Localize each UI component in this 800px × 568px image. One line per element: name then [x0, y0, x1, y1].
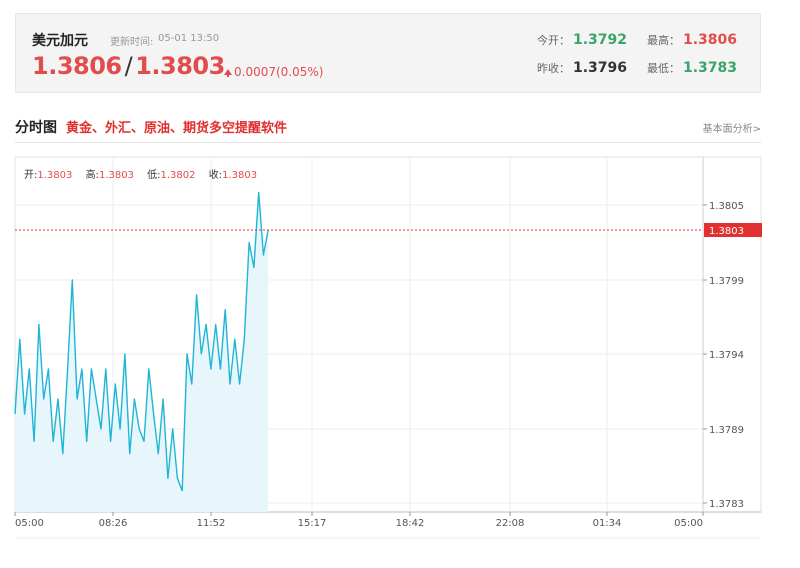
prev-close-value: 1.3796: [573, 60, 628, 76]
update-time: 05-01 13:50: [158, 33, 220, 44]
current-price-label: 1.3803: [709, 226, 744, 237]
quote-panel: 美元加元 更新时间: 05-01 13:50 1.3806/1.3803 0.0…: [15, 13, 761, 93]
update-time-label: 更新时间:: [110, 37, 154, 48]
instrument-name: 美元加元: [32, 33, 88, 49]
x-tick-label: 05:00: [674, 518, 703, 529]
high-value: 1.3806: [683, 32, 738, 48]
stat-open: 今开： 1.3792: [537, 32, 628, 48]
stat-high: 最高： 1.3806: [647, 32, 738, 48]
promo-link[interactable]: 黄金、外汇、原油、期货多空提醒软件: [66, 121, 288, 136]
current-price-tag: [704, 223, 762, 237]
x-tick-label: 05:00: [15, 518, 44, 529]
x-tick-label: 15:17: [298, 518, 327, 529]
price-display: 1.3806/1.3803: [32, 52, 225, 80]
ask-price: 1.3803: [135, 52, 225, 80]
y-tick-label: 1.3799: [709, 276, 744, 287]
up-arrow-icon: [224, 69, 232, 75]
y-tick-label: 1.3805: [709, 201, 744, 212]
price-change: 0.0007(0.05%): [224, 65, 323, 79]
open-value: 1.3792: [573, 32, 628, 48]
y-tick-label: 1.3789: [709, 425, 744, 436]
ohlc-readout: 开:1.3803 高:1.3803 低:1.3802 收:1.3803: [24, 170, 258, 181]
stat-low: 最低： 1.3783: [647, 60, 738, 76]
ohlc-high: 1.3803: [98, 170, 134, 181]
x-tick-label: 18:42: [396, 518, 425, 529]
y-tick-label: 1.3794: [709, 350, 744, 361]
x-tick-label: 01:34: [593, 518, 622, 529]
ohlc-open: 1.3803: [37, 170, 73, 181]
x-tick-label: 22:08: [496, 518, 525, 529]
low-value: 1.3783: [683, 60, 738, 76]
fundamental-analysis-link[interactable]: 基本面分析>: [702, 124, 761, 135]
stat-prev-close: 昨收： 1.3796: [537, 60, 628, 76]
ohlc-low: 1.3802: [160, 170, 196, 181]
series-area: [15, 192, 269, 512]
bid-price: 1.3806: [32, 52, 122, 80]
section-divider: [15, 142, 761, 143]
y-tick-label: 1.3783: [709, 499, 744, 510]
x-tick-label: 11:52: [197, 518, 226, 529]
series-line: [14, 191, 269, 492]
x-tick-label: 08:26: [99, 518, 128, 529]
ohlc-close: 1.3803: [222, 170, 258, 181]
change-value: 0.0007(0.05%): [234, 65, 324, 79]
section-title: 分时图: [15, 120, 57, 136]
